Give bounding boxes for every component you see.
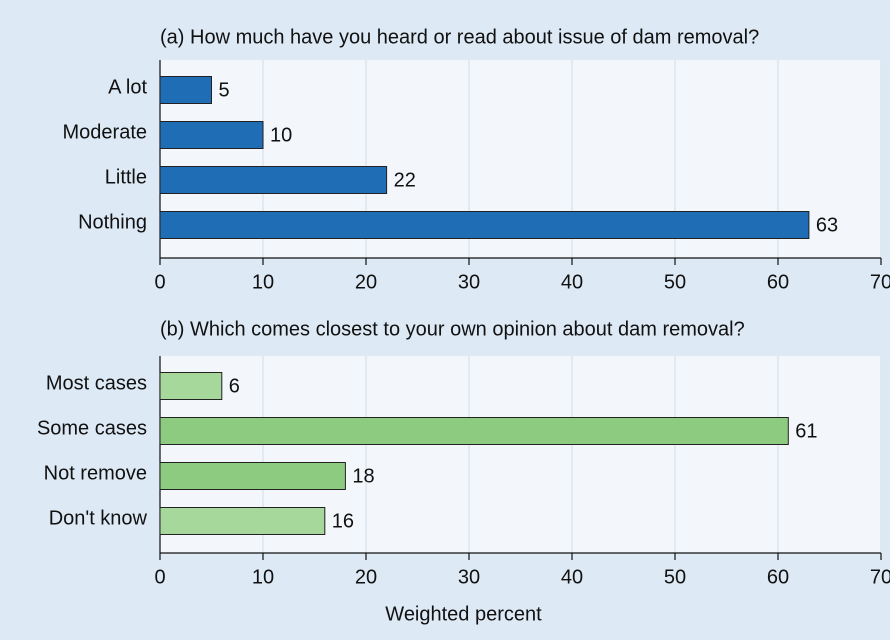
value-label: 16 — [332, 510, 354, 532]
bar — [159, 121, 264, 149]
panel-title: (b) Which comes closest to your own opin… — [160, 318, 745, 340]
x-axis-label: Weighted percent — [385, 603, 542, 625]
x-tick-label: 60 — [767, 271, 789, 293]
y-tick-label: Don't know — [49, 507, 148, 529]
value-label: 6 — [229, 375, 240, 397]
bar — [159, 417, 789, 445]
value-label: 61 — [795, 420, 817, 442]
x-tick-label: 70 — [870, 566, 890, 588]
x-tick-label: 20 — [355, 566, 377, 588]
bar — [159, 76, 212, 104]
x-tick-label: 70 — [870, 271, 890, 293]
x-tick-label: 0 — [154, 566, 165, 588]
bar — [159, 462, 346, 490]
y-tick-label: Little — [105, 166, 147, 188]
value-label: 63 — [816, 214, 838, 236]
x-tick-label: 30 — [458, 566, 480, 588]
x-tick-label: 10 — [252, 566, 274, 588]
y-tick-label: Moderate — [63, 121, 148, 143]
x-tick-label: 60 — [767, 566, 789, 588]
x-tick-label: 40 — [561, 271, 583, 293]
x-tick-label: 40 — [561, 566, 583, 588]
panel-title: (a) How much have you heard or read abou… — [160, 26, 759, 48]
x-tick-label: 50 — [664, 566, 686, 588]
y-tick-label: Not remove — [44, 462, 147, 484]
bar — [159, 211, 810, 239]
y-tick-label: Nothing — [78, 211, 147, 233]
bar — [159, 166, 388, 194]
value-label: 22 — [394, 169, 416, 191]
x-tick-label: 30 — [458, 271, 480, 293]
y-tick-label: Some cases — [37, 417, 147, 439]
x-tick-label: 0 — [154, 271, 165, 293]
y-tick-label: A lot — [108, 76, 147, 98]
y-tick-label: Most cases — [46, 372, 147, 394]
bar — [159, 507, 326, 535]
bar — [159, 372, 223, 400]
value-label: 5 — [219, 79, 230, 101]
x-tick-label: 50 — [664, 271, 686, 293]
value-label: 18 — [352, 465, 374, 487]
value-label: 10 — [270, 124, 292, 146]
x-tick-label: 20 — [355, 271, 377, 293]
x-tick-label: 10 — [252, 271, 274, 293]
